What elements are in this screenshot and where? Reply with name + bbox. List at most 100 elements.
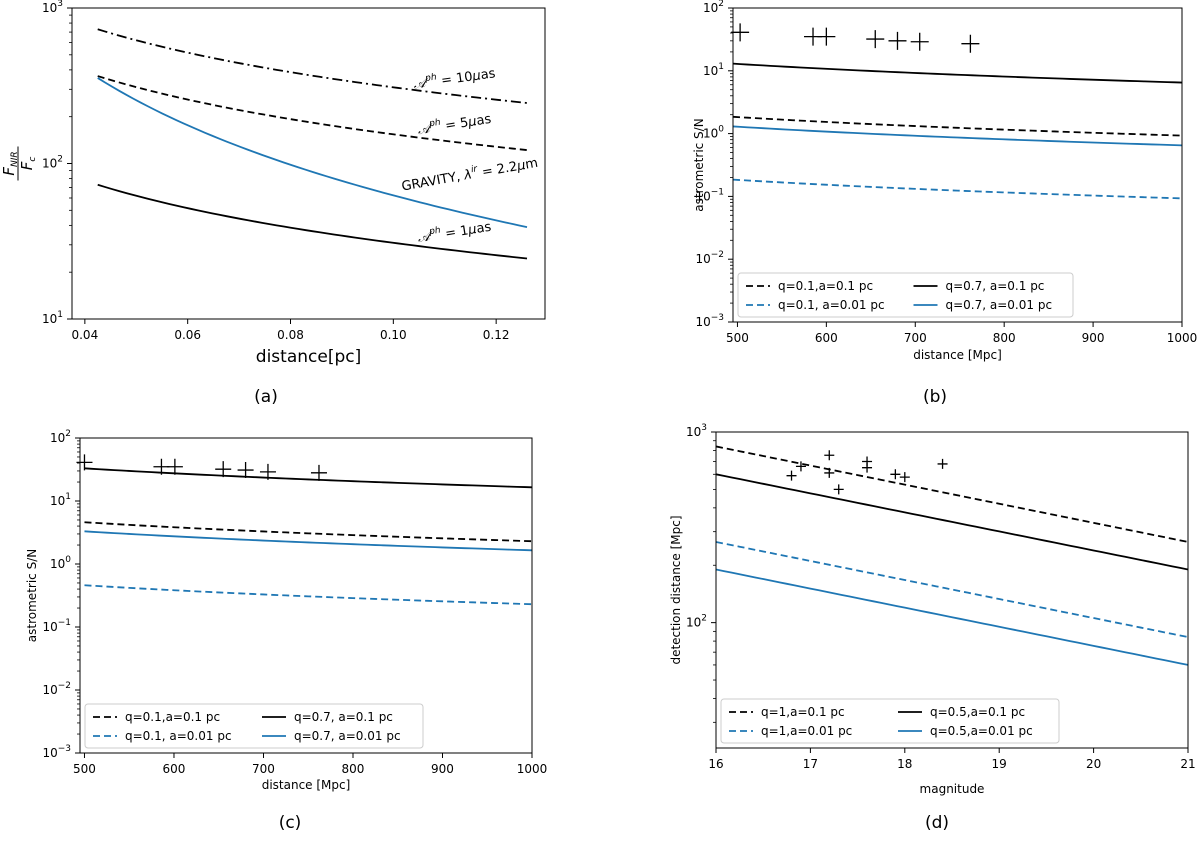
x-tick-label-c-0: 500 [73, 762, 96, 776]
series-group-a [97, 28, 528, 260]
marker-b-5 [910, 32, 929, 51]
y-tick-label-c-2: 10−1 [42, 618, 71, 634]
x-tick-label-d-0: 16 [708, 757, 723, 771]
x-tick-label-d-1: 17 [803, 757, 818, 771]
marker-d-6 [862, 462, 873, 473]
x-tick-label-b-2: 700 [904, 331, 927, 345]
caption-c: (c) [279, 813, 302, 833]
legend-label-d-1: q=0.5,a=0.1 pc [930, 705, 1025, 719]
y-tick-label-b-1: 10−2 [695, 250, 724, 266]
y-tick-label-c-0: 10−3 [42, 744, 71, 760]
x-tick-label-d-3: 19 [992, 757, 1007, 771]
marker-b-2 [817, 27, 836, 46]
caption-d: (d) [925, 813, 949, 833]
legend-d [720, 698, 1060, 744]
y-axis-label-b: astrometric S/N [692, 118, 706, 211]
x-tick-label-a-1: 0.06 [174, 328, 201, 342]
legend-label-d-0: q=1,a=0.1 pc [761, 705, 845, 719]
x-tick-label-c-1: 600 [163, 762, 186, 776]
series-line-c-3 [84, 530, 532, 552]
x-axis-label-c: distance [Mpc] [262, 778, 351, 792]
y-tick-label-b-5: 102 [703, 0, 724, 15]
panel-b: 500 600 700 800 900 1000 10−3 10−2 10−1 100 101 102… [692, 0, 1197, 407]
y-tick-label-d-0: 102 [686, 614, 707, 630]
x-tick-label-c-2: 700 [252, 762, 275, 776]
x-tick-label-b-3: 800 [993, 331, 1016, 345]
series-line-d-3 [716, 568, 1188, 666]
x-tick-label-b-0: 500 [726, 331, 749, 345]
y-tick-label-a-2: 103 [42, 0, 63, 15]
x-tick-label-d-4: 20 [1086, 757, 1101, 771]
axes-frame-b [732, 7, 1183, 323]
series-label-a-3: 𝒜ph = 1μas [416, 218, 492, 246]
axes-frame-a [71, 7, 546, 320]
marker-d-8 [899, 472, 910, 483]
marker-c-5 [259, 463, 276, 480]
y-label-numerator: FNIR [0, 151, 20, 175]
marker-d-2 [824, 450, 835, 461]
y-tick-label-a-1: 102 [42, 155, 63, 171]
x-axis-label-b: distance [Mpc] [913, 348, 1002, 362]
series-line-c-1 [84, 467, 532, 489]
y-tick-label-a-0: 101 [42, 310, 63, 326]
y-axis-label-d: detection distance [Mpc] [669, 515, 683, 664]
y-tick-label-c-5: 102 [50, 429, 71, 445]
series-group-b [733, 62, 1182, 200]
series-line-c-2 [84, 584, 532, 606]
y-label-denominator: Fc [18, 157, 38, 171]
marker-c-0 [76, 454, 93, 471]
series-line-a-1 [97, 75, 528, 151]
panel-a: 0.04 0.06 0.08 0.10 0.12 101 102 103 𝒜ph = 10μas… [0, 0, 546, 407]
legend-label-d-2: q=1,a=0.01 pc [761, 724, 852, 738]
caption-b: (b) [923, 387, 947, 407]
series-label-a-0: 𝒜ph = 10μas [412, 64, 496, 92]
x-tick-label-a-4: 0.12 [483, 328, 510, 342]
panel-d: 16 17 18 19 20 21 102 103 q=1,a=0.1 pc q=0.5,a=0.… [669, 423, 1196, 833]
y-tick-label-c-1: 10−2 [42, 681, 71, 697]
x-axis-label-a: distance[pc] [256, 347, 361, 367]
y-tick-label-c-4: 101 [50, 492, 71, 508]
series-line-d-2 [716, 541, 1188, 638]
legend-label-c-1: q=0.7, a=0.1 pc [294, 710, 393, 724]
legend-c [84, 703, 424, 749]
legend-label-b-1: q=0.7, a=0.1 pc [946, 279, 1045, 293]
legend-label-b-0: q=0.1,a=0.1 pc [778, 279, 873, 293]
legend-label-c-0: q=0.1,a=0.1 pc [125, 710, 220, 724]
legend-b [737, 272, 1074, 318]
marker-d-7 [890, 469, 901, 480]
series-line-b-3 [733, 125, 1182, 147]
y-axis-label-c: astrometric S/N [25, 549, 39, 642]
series-line-d-1 [716, 473, 1188, 571]
x-tick-label-d-5: 21 [1180, 757, 1195, 771]
x-tick-label-c-5: 1000 [517, 762, 548, 776]
x-tick-label-b-1: 600 [815, 331, 838, 345]
series-line-a-3 [97, 183, 528, 260]
marker-d-9 [937, 458, 948, 469]
x-tick-label-b-5: 1000 [1167, 331, 1198, 345]
series-group-c [84, 467, 532, 606]
marker-d-0 [786, 470, 797, 481]
legend-label-d-3: q=0.5,a=0.01 pc [930, 724, 1033, 738]
caption-a: (a) [254, 387, 278, 407]
x-tick-label-a-2: 0.08 [277, 328, 304, 342]
axes-frame-d [715, 431, 1189, 749]
y-tick-label-b-2: 10−1 [695, 187, 724, 203]
x-tick-label-d-2: 18 [897, 757, 912, 771]
panel-c: 500 600 700 800 900 1000 10−3 10−2 10−1 100 101 102… [25, 429, 547, 833]
legend-label-c-2: q=0.1, a=0.01 pc [125, 729, 232, 743]
series-label-a-1: 𝒜ph = 5μas [416, 110, 492, 138]
series-line-c-0 [84, 521, 532, 543]
series-line-a-0 [97, 28, 528, 104]
y-tick-label-b-0: 10−3 [695, 313, 724, 329]
marker-b-6 [961, 34, 980, 53]
series-group-d [716, 445, 1188, 666]
legend-label-b-2: q=0.1, a=0.01 pc [778, 298, 885, 312]
legend-label-b-3: q=0.7, a=0.01 pc [946, 298, 1053, 312]
marker-c-1 [153, 458, 170, 475]
marker-b-0 [731, 23, 750, 42]
axes-frame-c [79, 437, 533, 754]
series-label-a-2: GRAVITY, λir = 2.2μm [400, 154, 539, 195]
x-tick-label-c-3: 800 [342, 762, 365, 776]
